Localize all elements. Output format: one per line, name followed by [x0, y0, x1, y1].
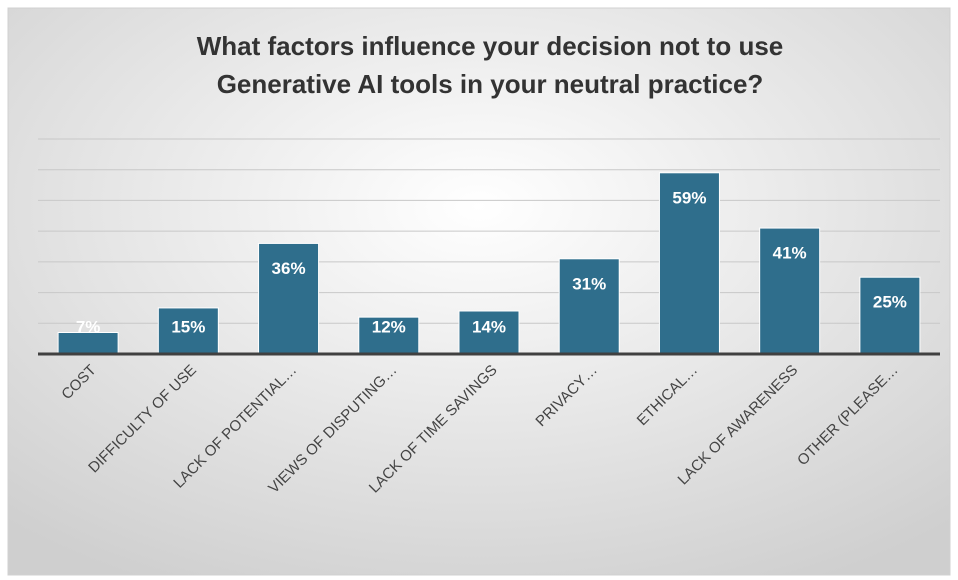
bar [759, 227, 821, 355]
data-label: 25% [873, 293, 907, 312]
data-label: 7% [76, 317, 101, 336]
data-label: 12% [372, 317, 406, 336]
bar [358, 316, 420, 355]
data-label: 14% [472, 317, 506, 336]
bar [558, 258, 620, 355]
chart-title: Generative AI tools in your neutral prac… [217, 69, 764, 99]
data-label: 15% [171, 317, 205, 336]
data-label: 59% [672, 188, 706, 207]
bar [859, 276, 921, 355]
data-label: 36% [272, 259, 306, 278]
bar [157, 307, 219, 355]
chart-title: What factors influence your decision not… [197, 31, 784, 61]
data-label: 41% [773, 244, 807, 263]
data-label: 31% [572, 274, 606, 293]
bar [258, 242, 320, 355]
bar [658, 172, 720, 355]
